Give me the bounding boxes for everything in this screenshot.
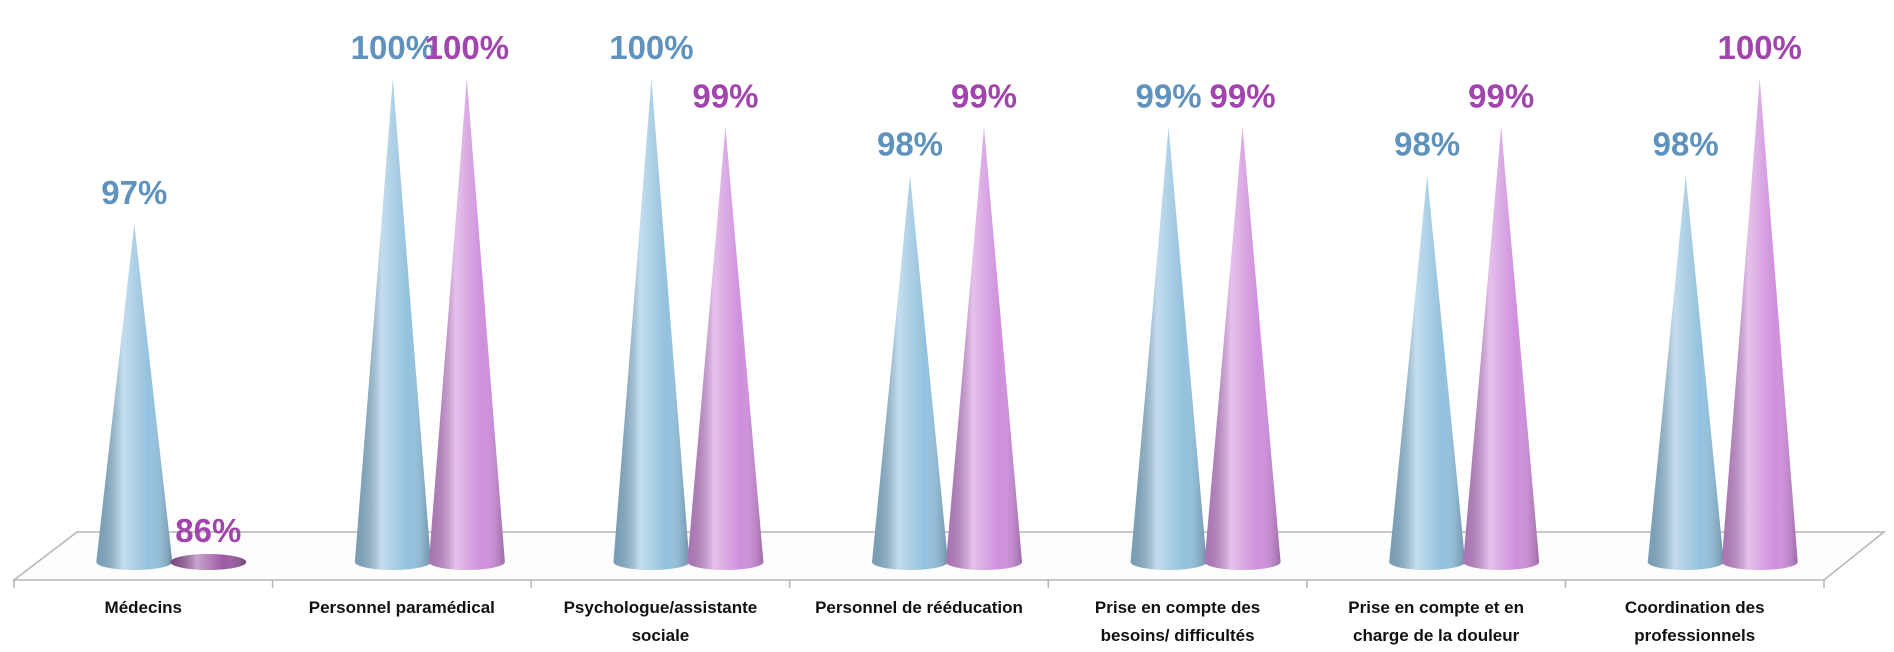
cone-shade (687, 127, 764, 571)
value-label: 100% (425, 29, 509, 66)
value-label: 100% (1718, 29, 1802, 66)
cone-shade (613, 79, 690, 570)
cone-shade (946, 127, 1022, 571)
x-tick-label: Psychologue/assistante sociale (563, 598, 758, 645)
cone-shade (428, 79, 505, 570)
cone-shade (1204, 127, 1281, 571)
value-label: 99% (692, 77, 758, 114)
x-tick-label: Coordination des professionnels (1624, 598, 1765, 645)
x-tick-label: Prise en compte des besoins/ difficultés (1094, 598, 1261, 645)
cone-shade (96, 223, 173, 570)
cone-shade (1130, 127, 1207, 571)
value-label: 99% (1468, 77, 1534, 114)
cone-shade (872, 175, 948, 570)
value-label: 99% (1210, 77, 1276, 114)
cone-shade (1463, 127, 1540, 571)
x-tick-label: Personnel paramédical (308, 598, 495, 617)
x-tick-label: Prise en compte et en charge de la doule… (1348, 598, 1524, 645)
value-label: 97% (101, 174, 167, 211)
x-tick-label: Médecins (104, 598, 183, 617)
cone-shade (1721, 79, 1798, 570)
value-label: 98% (1653, 126, 1719, 163)
value-label: 100% (609, 29, 693, 66)
value-label: 99% (951, 77, 1017, 114)
cone-shade (1389, 175, 1466, 570)
cone-shade (354, 79, 431, 570)
value-label: 99% (1136, 77, 1202, 114)
value-label: 100% (351, 29, 435, 66)
x-tick-label: Personnel de rééducation (815, 598, 1023, 617)
value-label: 86% (175, 512, 241, 549)
value-label: 98% (1394, 126, 1460, 163)
value-label: 98% (877, 126, 943, 163)
cone-shade (1647, 175, 1724, 570)
cone-shade (170, 554, 247, 570)
